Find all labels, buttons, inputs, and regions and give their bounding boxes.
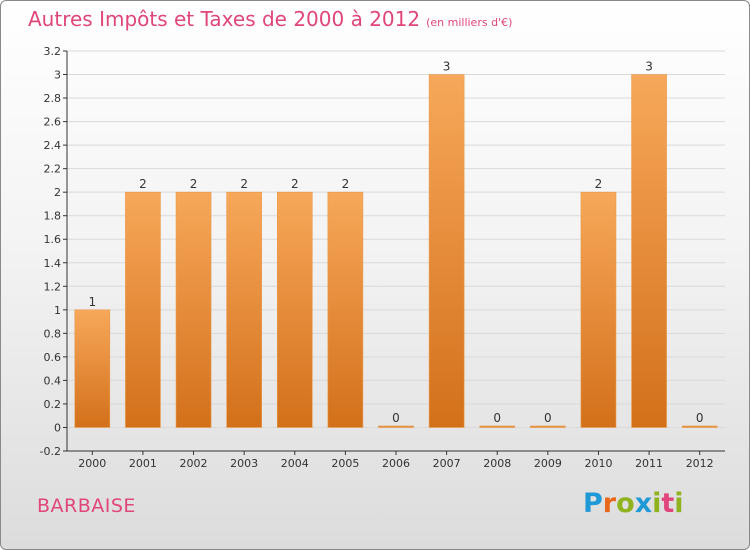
bar	[428, 74, 465, 428]
x-tick-label: 2004	[281, 457, 309, 470]
y-tick-label: 2.8	[44, 92, 62, 105]
y-tick-label: 0.6	[44, 351, 62, 364]
logo-letter: i	[652, 488, 662, 519]
x-tick-label: 2003	[230, 457, 258, 470]
y-tick-label: 1.8	[44, 210, 62, 223]
data-label: 2	[190, 177, 198, 191]
x-tick-label: 2010	[584, 457, 612, 470]
x-tick-label: 2008	[483, 457, 511, 470]
location-name: BARBAISE	[37, 495, 136, 517]
data-label: 0	[392, 411, 400, 425]
bar	[580, 191, 617, 428]
y-tick-label: -0.2	[40, 445, 61, 458]
data-label: 1	[88, 295, 96, 309]
x-tick-label: 2007	[433, 457, 461, 470]
y-tick-label: 0.8	[44, 327, 62, 340]
y-tick-label: 3.2	[44, 45, 62, 58]
x-tick-label: 2001	[129, 457, 157, 470]
subtitle-text: (en milliers d'€)	[426, 16, 513, 29]
x-tick-label: 2012	[686, 457, 714, 470]
proxiti-logo: Proxiti	[583, 488, 684, 519]
data-label: 3	[443, 60, 451, 74]
y-tick-label: 1.6	[44, 233, 62, 246]
logo-letter: t	[661, 488, 675, 519]
y-tick-label: 1	[54, 304, 61, 317]
data-label: 2	[595, 177, 603, 191]
bar	[226, 191, 262, 428]
y-tick-label: 2.6	[44, 116, 62, 129]
logo-letter: P	[583, 488, 603, 519]
title-text: Autres Impôts et Taxes de 2000 à 2012	[28, 7, 421, 31]
logo-letter: i	[674, 488, 684, 519]
logo-letter: x	[634, 488, 653, 519]
y-tick-label: 2.2	[44, 163, 62, 176]
data-label: 3	[645, 60, 653, 74]
y-tick-label: 1.2	[44, 280, 62, 293]
labels: 1 2 2 2 2 2 0 3 0 0 2 3 0	[88, 60, 703, 425]
data-label: 0	[544, 411, 552, 425]
y-tick-label: 0.4	[44, 374, 62, 387]
bar	[631, 74, 667, 428]
bar	[530, 425, 566, 428]
y-tick-label: 1.4	[44, 257, 62, 270]
data-label: 0	[696, 411, 704, 425]
y-tick-label: 2	[54, 186, 61, 199]
x-tick-label: 2009	[534, 457, 562, 470]
x-tick-label: 2006	[382, 457, 410, 470]
bars	[74, 74, 718, 428]
x-tick-label: 2011	[635, 457, 663, 470]
logo-letter: o	[616, 488, 635, 519]
bar	[175, 191, 212, 428]
bar	[378, 425, 414, 428]
data-label: 2	[240, 177, 248, 191]
x-tick-label: 2002	[180, 457, 208, 470]
x-tick-label: 2000	[78, 457, 106, 470]
bar	[125, 191, 161, 428]
bar	[681, 425, 718, 428]
grid-lines	[67, 50, 725, 452]
axes: -0.2 0 0.2 0.4 0.6 0.8 1 1.2 1.4 1.6 1.8 2 2.2 2.4 2.6…	[40, 45, 725, 470]
y-tick-label: 0.2	[44, 398, 62, 411]
data-label: 2	[342, 177, 350, 191]
chart-title: Autres Impôts et Taxes de 2000 à 2012 (en…	[28, 7, 512, 31]
bar	[479, 425, 516, 428]
data-label: 2	[139, 177, 147, 191]
y-tick-label: 2.4	[44, 139, 62, 152]
bar	[74, 309, 111, 428]
logo-letter: r	[602, 488, 617, 519]
bar	[276, 191, 313, 428]
data-label: 2	[291, 177, 299, 191]
bar	[327, 191, 364, 428]
y-tick-label: 0	[54, 421, 61, 434]
data-label: 0	[493, 411, 501, 425]
x-tick-label: 2005	[331, 457, 359, 470]
y-tick-label: 3	[54, 69, 61, 82]
